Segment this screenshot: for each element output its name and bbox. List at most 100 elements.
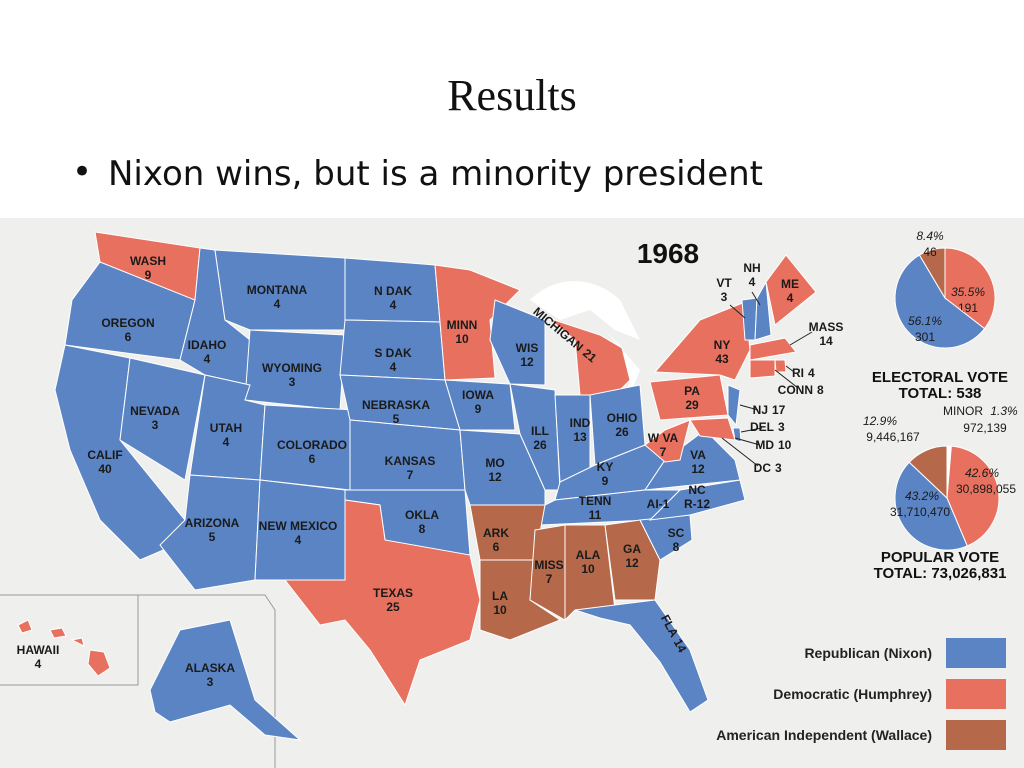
inset-frame — [0, 595, 139, 686]
state-shape — [648, 479, 746, 521]
state-name: MASS — [809, 320, 844, 334]
pie-value: 972,139 — [963, 421, 1007, 435]
state-votes: 6 — [309, 452, 316, 466]
state-shape — [741, 297, 758, 341]
state-shape — [509, 383, 561, 491]
state-votes: 3 — [152, 418, 159, 432]
state-label: W VA7 — [648, 431, 679, 459]
pie-slice — [894, 254, 986, 349]
pie-slice — [944, 247, 996, 330]
state-shape — [87, 649, 111, 677]
state-name: DEL — [750, 420, 774, 434]
state-name: ALASKA — [185, 661, 235, 675]
state-votes: R-12 — [684, 497, 710, 511]
state-name: WYOMING — [262, 361, 322, 375]
state-shape — [604, 519, 661, 601]
state-label: MD 10 — [755, 438, 791, 452]
state-name: RI — [792, 366, 804, 380]
state-name: IOWA — [462, 388, 494, 402]
state-shape — [765, 254, 817, 326]
state-name: KY — [597, 460, 614, 474]
state-label: NH4 — [743, 261, 760, 289]
state-shape — [749, 359, 776, 379]
pie-percent: 1.3% — [990, 404, 1018, 418]
state-shape — [70, 637, 85, 647]
state-votes: 4 — [787, 291, 794, 305]
state-name: NEVADA — [130, 404, 180, 418]
state-name: ALA — [576, 548, 601, 562]
leader-line — [721, 437, 759, 467]
state-votes: 43 — [715, 352, 729, 366]
state-name: DC — [754, 461, 772, 475]
state-shape — [214, 249, 346, 331]
state-shape — [727, 384, 741, 427]
slide-title: Results — [447, 71, 577, 120]
state-name: W VA — [648, 431, 679, 445]
state-name: ME — [781, 277, 799, 291]
state-extra: AI-1 — [647, 497, 670, 511]
leader-line — [734, 437, 761, 446]
state-name: WIS — [516, 341, 539, 355]
state-name: GA — [623, 542, 641, 556]
state-name: ILL — [531, 424, 549, 438]
legend-label: Democratic (Humphrey) — [773, 686, 932, 702]
state-name: CONN — [778, 383, 813, 397]
state-votes: 12 — [625, 556, 639, 570]
state-votes: 4 — [35, 657, 42, 671]
pie-slice — [908, 445, 948, 500]
state-votes: 9 — [475, 402, 482, 416]
state-votes: 8 — [673, 540, 680, 554]
state-shape — [283, 499, 481, 707]
state-votes: 6 — [125, 330, 132, 344]
state-label: NJ 17 — [753, 403, 786, 417]
state-votes: 3 — [207, 675, 214, 689]
state-shape — [119, 357, 206, 481]
leader-line — [729, 304, 746, 319]
state-name: WASH — [130, 254, 166, 268]
state-votes: 7 — [546, 572, 553, 586]
state-name: ARIZONA — [185, 516, 240, 530]
pie-title: ELECTORAL VOTE — [872, 369, 1008, 386]
state-name: MO — [485, 456, 504, 470]
pie-value: 9,446,167 — [866, 430, 920, 444]
state-votes: 3 — [721, 290, 728, 304]
leader-line — [739, 404, 759, 411]
state-shape — [17, 619, 33, 634]
state-label: NCR-12 — [684, 483, 710, 511]
state-votes: 29 — [685, 398, 699, 412]
state-votes: 9 — [145, 268, 152, 282]
pie-value: 301 — [915, 330, 935, 344]
state-votes: 3 — [289, 375, 296, 389]
pie-slice — [946, 445, 1000, 547]
bullet-text: Nixon wins, but is a minority president — [108, 154, 763, 194]
state-votes: 9 — [602, 474, 609, 488]
state-votes: 4 — [204, 352, 211, 366]
pie-value: 46 — [923, 245, 937, 259]
state-label: SC8 — [668, 526, 685, 554]
pie-percent: 43.2% — [905, 489, 939, 503]
state-shape — [489, 299, 546, 386]
state-name: NEW MEXICO — [259, 519, 338, 533]
state-name: LA — [492, 589, 508, 603]
state-name: VT — [716, 276, 732, 290]
state-votes: 14 — [671, 636, 690, 655]
state-shape — [643, 429, 741, 491]
pie-percent: 42.6% — [965, 466, 999, 480]
state-name: TENN — [579, 494, 612, 508]
state-votes: 4 — [808, 366, 815, 380]
